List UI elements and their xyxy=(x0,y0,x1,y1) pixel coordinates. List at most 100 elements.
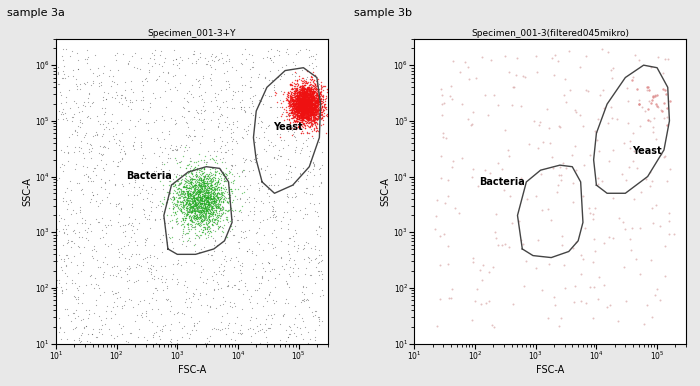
Point xyxy=(191,208,202,214)
Point xyxy=(215,302,226,308)
Point xyxy=(188,183,199,189)
Point xyxy=(583,205,594,211)
Point xyxy=(302,105,314,112)
Point xyxy=(64,52,76,59)
Point xyxy=(196,181,207,187)
Point xyxy=(300,107,312,113)
Point xyxy=(300,103,312,109)
Point xyxy=(300,99,311,105)
Point xyxy=(260,125,272,131)
Point xyxy=(289,97,300,103)
Point xyxy=(181,199,192,205)
Point xyxy=(188,182,199,188)
Point xyxy=(313,213,324,219)
Point xyxy=(309,108,320,114)
Point xyxy=(295,171,306,177)
Point xyxy=(198,180,209,186)
Point xyxy=(290,105,301,111)
Point xyxy=(293,95,304,101)
Point xyxy=(191,197,202,203)
Point xyxy=(191,204,202,210)
Point xyxy=(475,301,486,308)
Point xyxy=(300,109,312,115)
Point xyxy=(301,105,312,112)
Point xyxy=(303,94,314,100)
Point xyxy=(296,115,307,122)
Point xyxy=(305,112,316,118)
Point xyxy=(83,91,94,97)
Point xyxy=(207,171,218,177)
Point xyxy=(293,122,304,129)
Point xyxy=(310,109,321,115)
Point xyxy=(206,196,218,202)
Point xyxy=(198,99,209,105)
Point xyxy=(64,197,76,203)
Point xyxy=(300,98,311,104)
Point xyxy=(203,201,214,208)
Point xyxy=(306,122,317,128)
Point xyxy=(297,98,308,104)
Point xyxy=(229,300,240,306)
Point xyxy=(298,95,309,101)
Point xyxy=(74,251,85,257)
Point xyxy=(244,78,256,84)
Point xyxy=(302,85,313,91)
Point xyxy=(197,178,209,184)
Point xyxy=(191,212,202,218)
Point xyxy=(295,104,306,110)
Point xyxy=(298,107,309,113)
Point xyxy=(138,211,149,217)
Point xyxy=(152,76,163,82)
Point xyxy=(186,179,197,185)
Point xyxy=(294,100,305,106)
Point xyxy=(204,192,216,198)
Point xyxy=(184,207,195,213)
Point xyxy=(314,98,326,104)
Point xyxy=(186,208,197,215)
Point xyxy=(300,114,312,120)
Point xyxy=(302,108,313,114)
Point xyxy=(307,95,318,101)
Point xyxy=(300,98,311,104)
Point xyxy=(175,177,186,183)
Point xyxy=(287,132,298,139)
Point xyxy=(196,209,207,215)
Point xyxy=(83,90,94,96)
Point xyxy=(309,107,321,113)
Point xyxy=(298,124,309,130)
Point xyxy=(310,109,321,115)
Point xyxy=(290,108,301,114)
Point xyxy=(210,183,221,189)
Point xyxy=(189,198,200,204)
Point xyxy=(301,96,312,102)
Point xyxy=(296,93,307,99)
Point xyxy=(300,103,312,109)
Point xyxy=(296,98,307,105)
Point xyxy=(195,205,206,211)
Point xyxy=(292,95,303,101)
Point xyxy=(209,168,220,174)
Point xyxy=(195,208,206,215)
Point xyxy=(300,100,311,106)
Point xyxy=(204,189,215,195)
Point xyxy=(253,328,264,334)
Point xyxy=(198,224,209,230)
Point xyxy=(192,190,203,196)
Point xyxy=(196,200,207,207)
Point xyxy=(296,102,307,108)
Point xyxy=(468,109,479,115)
Point xyxy=(85,221,96,227)
Point xyxy=(245,121,256,127)
Point xyxy=(309,103,320,109)
Point xyxy=(608,147,619,153)
Point xyxy=(180,201,191,207)
Point xyxy=(295,110,307,116)
Point xyxy=(199,191,210,198)
Point xyxy=(209,58,220,64)
Point xyxy=(207,189,218,195)
Point xyxy=(307,135,318,141)
Point xyxy=(312,108,323,114)
Point xyxy=(295,100,306,106)
Point xyxy=(288,101,300,107)
Point xyxy=(293,102,304,108)
